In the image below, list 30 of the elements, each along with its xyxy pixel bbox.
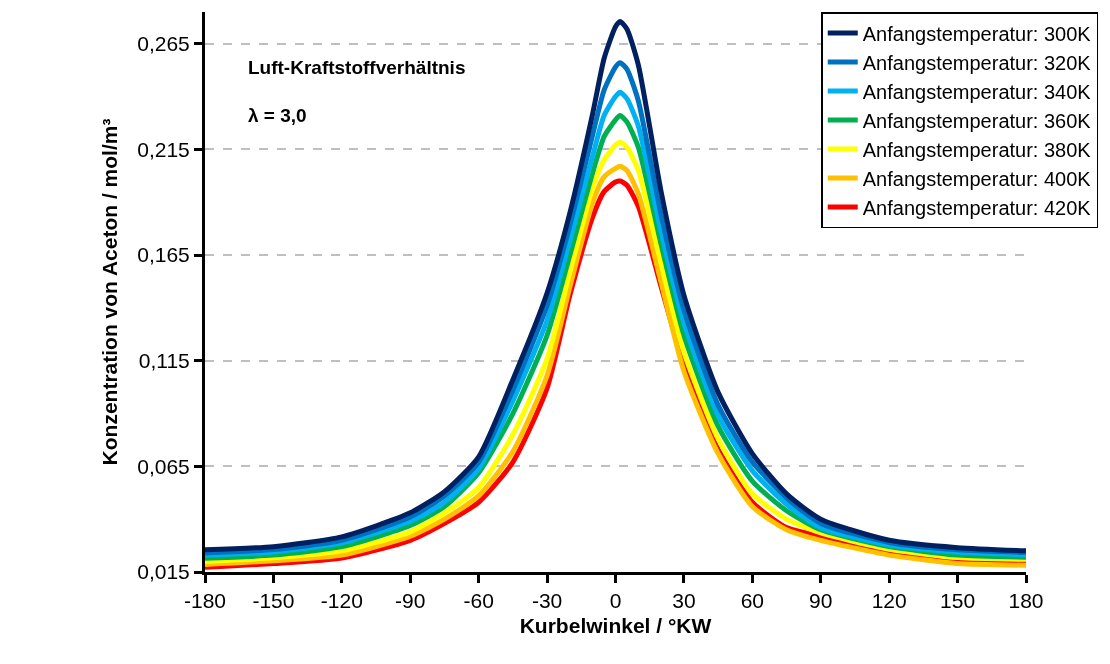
annotation: λ = 3,0	[248, 105, 307, 126]
x-tick-label: -180	[183, 589, 227, 613]
y-tick-label: 0,215	[137, 137, 190, 161]
annotation: Luft-Kraftstoffverhältnis	[248, 57, 466, 78]
legend-label: Anfangstemperatur: 360K	[862, 109, 1092, 132]
legend-label: Anfangstemperatur: 380K	[862, 138, 1092, 161]
x-tick-label: -150	[252, 589, 295, 613]
x-tick-label: -120	[320, 589, 363, 613]
y-tick-label: 0,265	[137, 32, 190, 56]
y-tick-label: 0,015	[137, 560, 190, 584]
x-tick-label: 90	[809, 589, 833, 613]
x-tick-label: 180	[1008, 589, 1044, 613]
x-tick-label: 0	[609, 589, 622, 613]
x-tick-label: -60	[463, 589, 494, 613]
x-tick-label: 120	[871, 589, 907, 613]
legend-label: Anfangstemperatur: 300K	[862, 22, 1092, 45]
x-tick-label: 30	[672, 589, 696, 613]
x-tick-label: 60	[740, 589, 765, 613]
x-axis-title: Kurbelwinkel / °KW	[519, 614, 712, 638]
legend-label: Anfangstemperatur: 320K	[862, 51, 1092, 74]
y-tick-label: 0,165	[137, 243, 190, 267]
x-tick-label: -90	[395, 589, 426, 613]
x-tick-label: 150	[940, 589, 976, 613]
legend-label: Anfangstemperatur: 400K	[862, 167, 1092, 190]
legend-label: Anfangstemperatur: 340K	[862, 80, 1092, 103]
x-tick-label: -30	[531, 589, 563, 613]
y-axis-title: Konzentration von Aceton / mol/m³	[98, 118, 122, 466]
y-tick-label: 0,115	[138, 349, 190, 373]
y-tick-label: 0,065	[137, 454, 190, 478]
legend-label: Anfangstemperatur: 420K	[862, 196, 1092, 219]
